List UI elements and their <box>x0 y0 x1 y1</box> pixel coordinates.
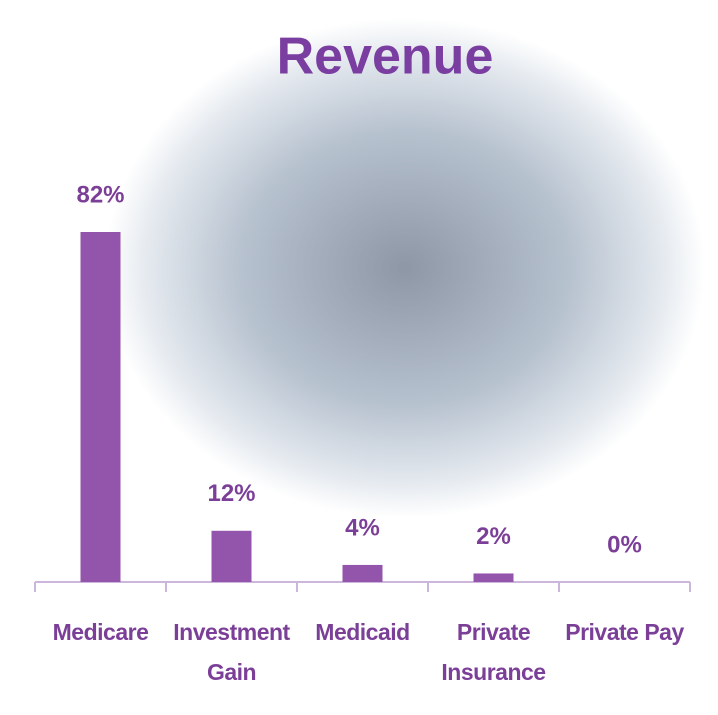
data-label: 2% <box>476 523 511 550</box>
x-tick-label: Medicaid <box>315 619 410 645</box>
x-tick-label: Investment Gain <box>173 619 290 685</box>
data-label: 12% <box>207 480 255 507</box>
bar <box>473 573 514 582</box>
data-label: 4% <box>345 514 380 541</box>
bar <box>211 530 252 582</box>
x-tick-label: Medicare <box>52 619 149 645</box>
bar <box>342 564 383 582</box>
x-tick-label: Private Insurance <box>441 619 546 685</box>
bar <box>80 232 121 582</box>
photo-background <box>105 18 705 518</box>
chart-title: Revenue <box>277 28 494 86</box>
x-tick-label: Private Pay <box>565 619 684 645</box>
data-label: 0% <box>607 531 642 558</box>
data-label: 82% <box>76 181 124 208</box>
